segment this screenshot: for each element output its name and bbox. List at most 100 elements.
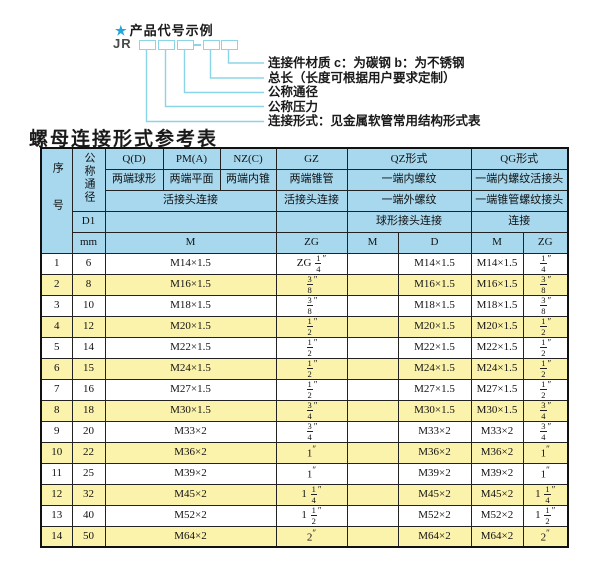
star-icon: ★	[115, 23, 128, 38]
table-row: 5 14 M22×1.5 1 2 ″ M22×1.5 M22×1.5 1 2 ″	[40, 336, 569, 359]
cell-qz-d: M45×2	[397, 483, 472, 506]
cell-m: M39×2	[104, 462, 277, 485]
cell-qz-m	[346, 294, 399, 317]
header-code-gz: GZ	[275, 147, 348, 170]
code-box-material	[221, 40, 238, 50]
table-row: 8 18 M30×1.5 3 4 ″ M30×1.5 M30×1.5 3 4 ″	[40, 399, 569, 422]
header-union-gz: 活接头连接	[275, 189, 348, 212]
cell-qg-zg: 3 8 ″	[522, 273, 569, 296]
header-code-qd: Q(D)	[104, 147, 164, 170]
header-unit-qz-m: M	[346, 231, 399, 254]
cell-m: M64×2	[104, 525, 277, 548]
cell-qg-zg: 3 4 ″	[522, 399, 569, 422]
leader-lines	[145, 48, 264, 123]
cell-qg-m: M64×2	[470, 525, 524, 548]
cell-m: M45×2	[104, 483, 277, 506]
table-row: 9 20 M33×2 3 4 ″ M33×2 M33×2 3 4 ″	[40, 420, 569, 443]
cell-dn: 25	[71, 462, 106, 485]
cell-qz-m	[346, 420, 399, 443]
cell-m: M52×2	[104, 504, 277, 527]
cell-qz-d: M52×2	[397, 504, 472, 527]
header-unit-m: M	[104, 231, 277, 254]
cell-dn: 10	[71, 294, 106, 317]
cell-dn: 6	[71, 252, 106, 275]
cell-seq: 5	[40, 336, 73, 359]
table-row: 6 15 M24×1.5 1 2 ″ M24×1.5 M24×1.5 1 2 ″	[40, 357, 569, 380]
cell-qz-m	[346, 357, 399, 380]
cell-qg-m: M33×2	[470, 420, 524, 443]
cell-qg-zg: 1 1 4 ″	[522, 483, 569, 506]
cell-m: M33×2	[104, 420, 277, 443]
cell-qg-m: M52×2	[470, 504, 524, 527]
cell-qz-m	[346, 378, 399, 401]
table-row: 10 22 M36×2 1″ M36×2 M36×2 1″	[40, 441, 569, 464]
cell-qz-d: M33×2	[397, 420, 472, 443]
header-unit-zg: ZG	[275, 231, 348, 254]
cell-qz-d: M27×1.5	[397, 378, 472, 401]
cell-seq: 11	[40, 462, 73, 485]
cell-qg-m: M16×1.5	[470, 273, 524, 296]
header-desc-qg: 一端内螺纹活接头	[470, 168, 569, 191]
table-row: 3 10 M18×1.5 3 8 ″ M18×1.5 M18×1.5 3 8 ″	[40, 294, 569, 317]
cell-qz-d: M22×1.5	[397, 336, 472, 359]
cell-qg-zg: 2″	[522, 525, 569, 548]
header-row-codes: 序号 公称通径 Q(D) PM(A) NZ(C) GZ QZ形式 QG形式	[40, 147, 569, 254]
cell-gz-zg: 1″	[275, 462, 348, 485]
cell-qg-zg: 1 4 ″	[522, 252, 569, 275]
cell-seq: 4	[40, 315, 73, 338]
cell-dn: 18	[71, 399, 106, 422]
table-row: 7 16 M27×1.5 1 2 ″ M27×1.5 M27×1.5 1 2 ″	[40, 378, 569, 401]
cell-m: M36×2	[104, 441, 277, 464]
cell-dn: 20	[71, 420, 106, 443]
table-row: 11 25 M39×2 1″ M39×2 M39×2 1″	[40, 462, 569, 485]
header-row-units: mm M ZG M D M ZG	[41, 231, 569, 254]
cell-qz-m	[346, 399, 399, 422]
code-box-form	[139, 40, 156, 50]
cell-dn: 8	[71, 273, 106, 296]
table-title: 螺母连接形式参考表	[29, 129, 219, 150]
cell-qz-m	[346, 462, 399, 485]
code-box-diameter	[177, 40, 194, 50]
code-label-length: 总长（长度可根据用户要求定制）	[268, 70, 456, 85]
cell-qz-m	[346, 273, 399, 296]
cell-m: M18×1.5	[104, 294, 277, 317]
cell-qz-m	[346, 525, 399, 548]
cell-m: M16×1.5	[104, 273, 277, 296]
cell-gz-zg: 1 1 2 ″	[275, 504, 348, 527]
cell-qg-zg: 3 8 ″	[522, 294, 569, 317]
table-row: 4 12 M20×1.5 1 2 ″ M20×1.5 M20×1.5 1 2 ″	[40, 315, 569, 338]
code-box-length	[203, 40, 220, 50]
cell-seq: 6	[40, 357, 73, 380]
header-row-d1: D1 球形接头连接 连接	[41, 210, 569, 233]
cell-qz-d: M16×1.5	[397, 273, 472, 296]
cell-seq: 8	[40, 399, 73, 422]
header-empty-gz	[275, 210, 348, 233]
cell-dn: 40	[71, 504, 106, 527]
cell-m: M30×1.5	[104, 399, 277, 422]
cell-gz-zg: 3 4 ″	[275, 420, 348, 443]
cell-qg-m: M30×1.5	[470, 399, 524, 422]
cell-qg-m: M18×1.5	[470, 294, 524, 317]
cell-dn: 22	[71, 441, 106, 464]
cell-qg-m: M20×1.5	[470, 315, 524, 338]
header-desc-pma: 两端平面	[162, 168, 221, 191]
cell-dn: 15	[71, 357, 106, 380]
code-label-form: 连接形式：见金属软管常用结构形式表	[268, 114, 481, 128]
code-label-material: 连接件材质 c：为碳钢 b：为不锈钢	[268, 56, 465, 70]
cell-qg-m: M36×2	[470, 441, 524, 464]
header-ball-joint-qz: 球形接头连接	[346, 210, 472, 233]
cell-m: M27×1.5	[104, 378, 277, 401]
code-label-diameter: 公称通径	[268, 85, 319, 99]
cell-seq: 1	[40, 252, 73, 275]
header-unit-qz-d: D	[397, 231, 472, 254]
table-row: 13 40 M52×2 1 1 2 ″ M52×2 M52×2 1 1 2 ″	[40, 504, 569, 527]
header-desc-gz: 两端锥管	[275, 168, 348, 191]
cell-seq: 7	[40, 378, 73, 401]
cell-qg-zg: 3 4 ″	[522, 420, 569, 443]
cell-gz-zg: 1 2 ″	[275, 378, 348, 401]
cell-dn: 14	[71, 336, 106, 359]
cell-gz-zg: 2″	[275, 525, 348, 548]
header-code-qz: QZ形式	[346, 147, 472, 170]
cell-seq: 14	[40, 525, 73, 548]
